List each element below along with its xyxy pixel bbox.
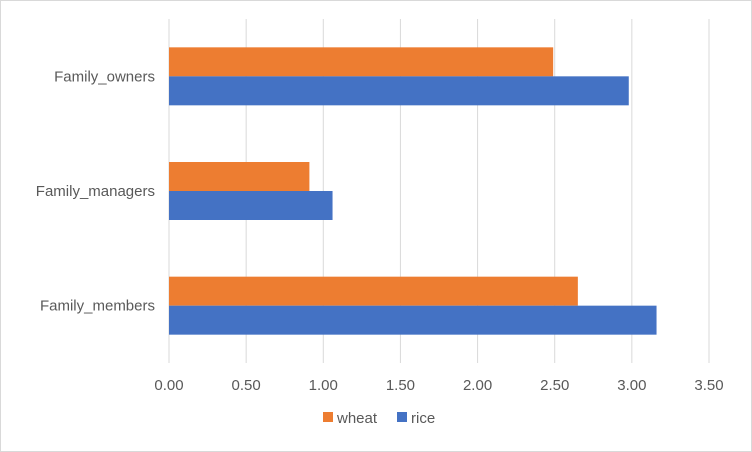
- x-tick-label: 0.00: [154, 377, 183, 394]
- x-tick-label: 0.50: [232, 377, 261, 394]
- bar-wheat-family-managers: [169, 162, 310, 191]
- x-tick-label: 1.00: [309, 377, 338, 394]
- category-label: Family_managers: [36, 183, 155, 200]
- category-label: Family_owners: [54, 68, 155, 85]
- category-labels: Family_owners Family_managers Family_membe…: [36, 68, 155, 314]
- legend-label-wheat: wheat: [336, 410, 378, 427]
- legend-swatch-rice: [397, 412, 407, 422]
- bar-rice-family-owners: [169, 76, 629, 106]
- legend: wheat rice: [323, 410, 435, 427]
- legend-swatch-wheat: [323, 412, 333, 422]
- x-tick-label: 3.00: [617, 377, 646, 394]
- x-tick-label: 3.50: [694, 377, 723, 394]
- bar-rice-family-members: [169, 305, 657, 335]
- x-tick-labels: 0.00 0.50 1.00 1.50 2.00 2.50 3.00 3.50: [154, 377, 723, 394]
- x-tick-label: 2.00: [463, 377, 492, 394]
- x-tick-label: 1.50: [386, 377, 415, 394]
- legend-label-rice: rice: [411, 410, 435, 427]
- bar-rice-family-managers: [169, 191, 333, 220]
- bar-wheat-family-members: [169, 276, 578, 306]
- bar-wheat-family-owners: [169, 47, 554, 77]
- category-label: Family_members: [40, 298, 155, 315]
- bars: [169, 47, 657, 335]
- x-tick-label: 2.50: [540, 377, 569, 394]
